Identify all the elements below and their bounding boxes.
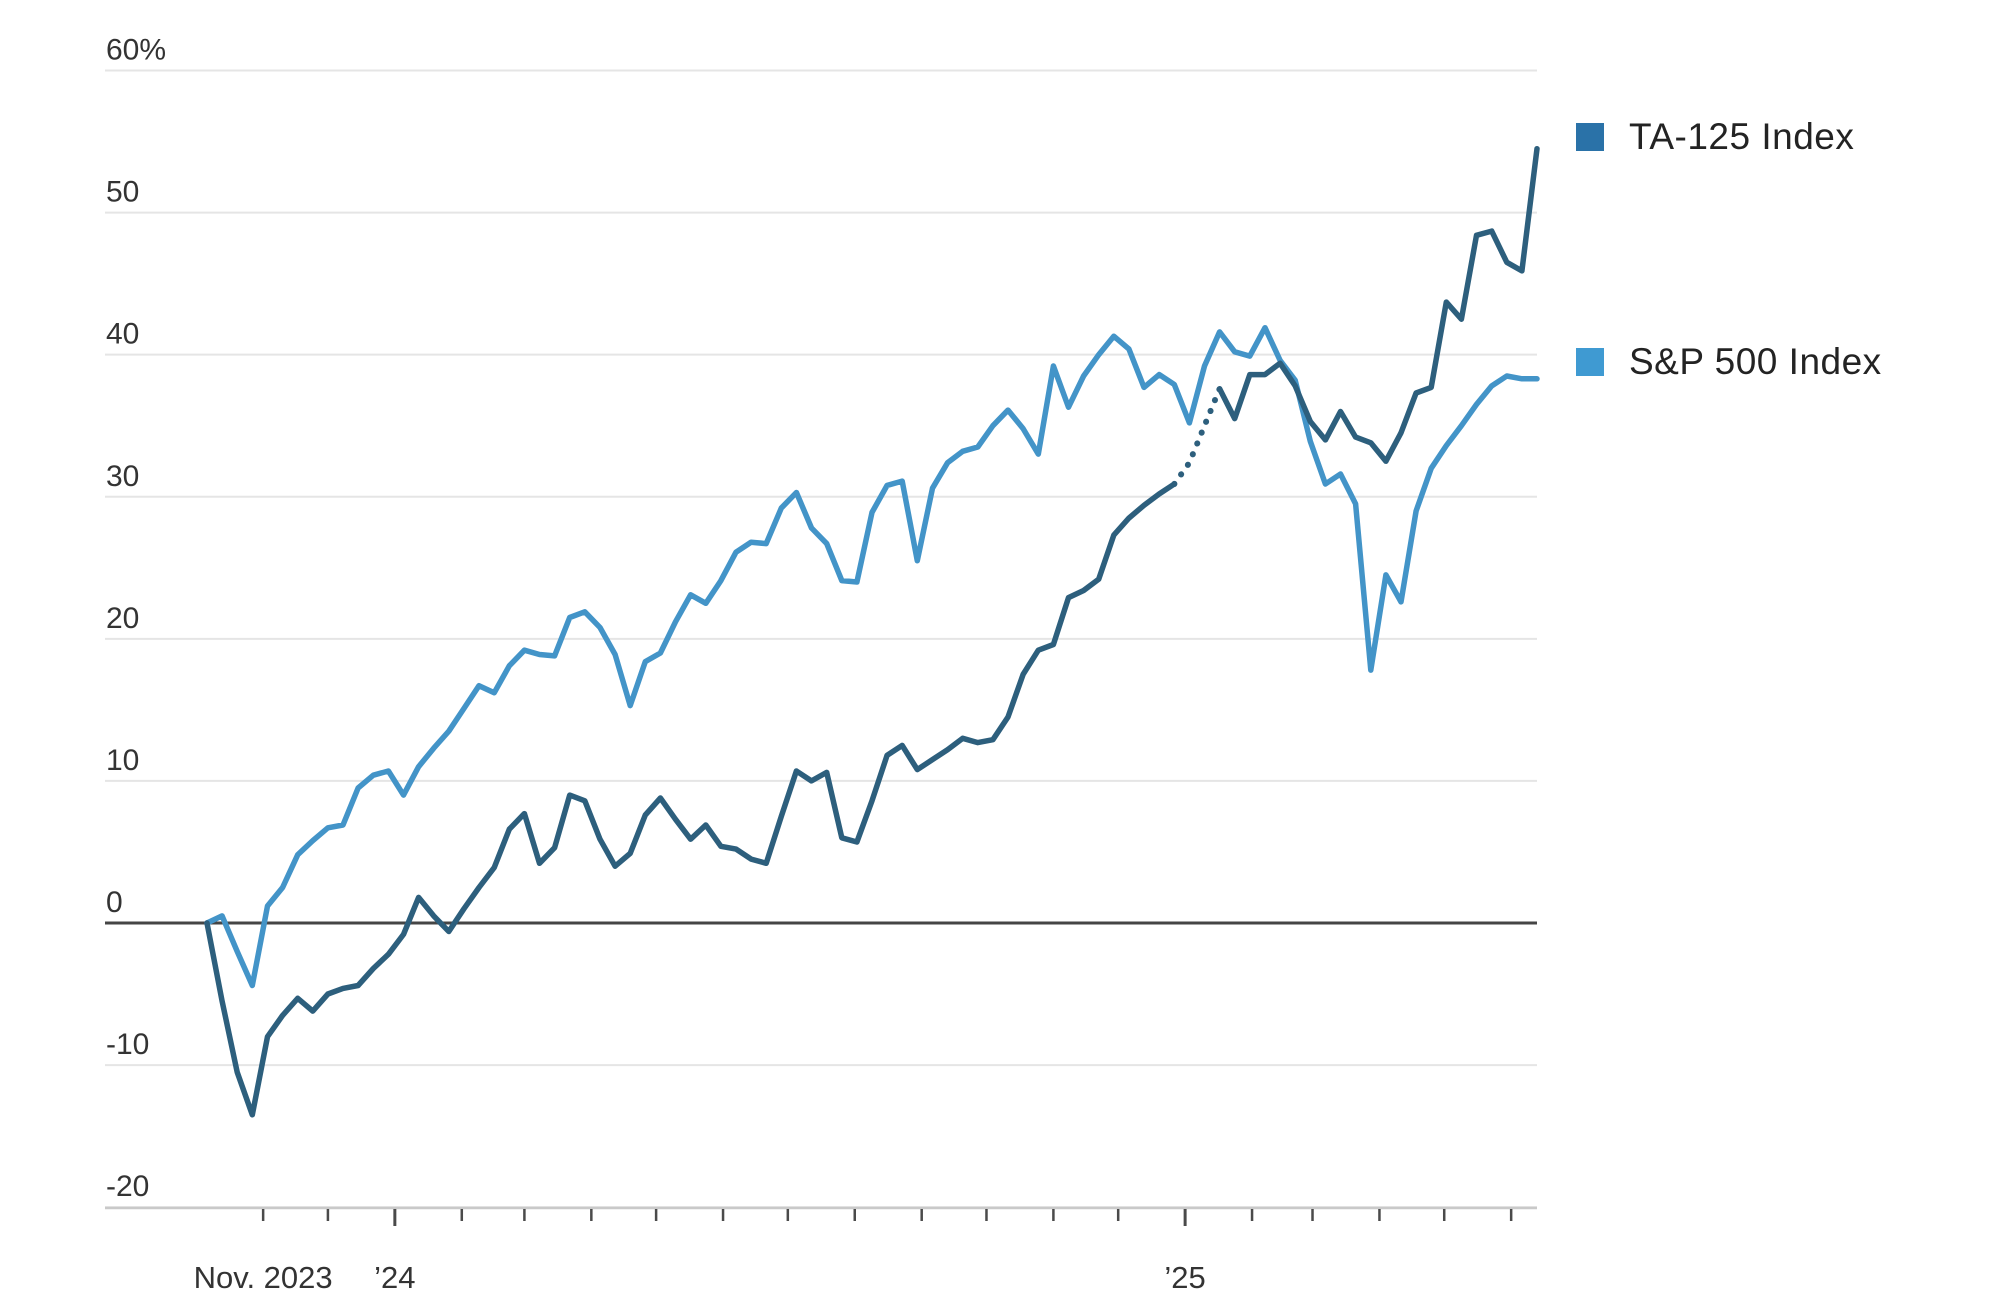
- y-tick-label: -10: [106, 1028, 149, 1061]
- series-lines: [204, 145, 1540, 1118]
- y-tick-label: 10: [106, 744, 139, 777]
- legend-item-sp500: S&P 500 Index: [1576, 341, 1882, 383]
- axis-labels: 60% 50 40 30 20 10 0 -10 -20 Nov. 2023 ’24 ’25: [106, 34, 1206, 1295]
- ta125-line-dotted-segment: [1171, 385, 1223, 487]
- x-tick-label: ’24: [374, 1260, 415, 1295]
- ta125-line: [1216, 145, 1540, 464]
- ta125-swatch-icon: [1576, 123, 1604, 151]
- y-tick-label: 30: [106, 460, 139, 493]
- x-tick-label: Nov. 2023: [194, 1260, 333, 1295]
- ta125-legend-label: TA-125 Index: [1629, 116, 1855, 157]
- y-tick-label: -20: [106, 1170, 149, 1203]
- sp500-line: [204, 324, 1540, 989]
- y-tick-label: 50: [106, 176, 139, 209]
- ta125-line: [204, 481, 1178, 1118]
- y-tick-label: 20: [106, 602, 139, 635]
- y-tick-label: 0: [106, 886, 123, 919]
- y-tick-label: 60%: [106, 34, 166, 67]
- sp500-legend-label: S&P 500 Index: [1629, 341, 1882, 382]
- x-axis: [105, 1206, 1537, 1226]
- y-tick-label: 40: [106, 318, 139, 351]
- sp500-swatch-icon: [1576, 348, 1604, 376]
- legend: TA-125 Index S&P 500 Index: [1576, 0, 1996, 1302]
- legend-item-ta125: TA-125 Index: [1576, 116, 1854, 158]
- gridlines: [105, 69, 1537, 1209]
- x-tick-label: ’25: [1164, 1260, 1205, 1295]
